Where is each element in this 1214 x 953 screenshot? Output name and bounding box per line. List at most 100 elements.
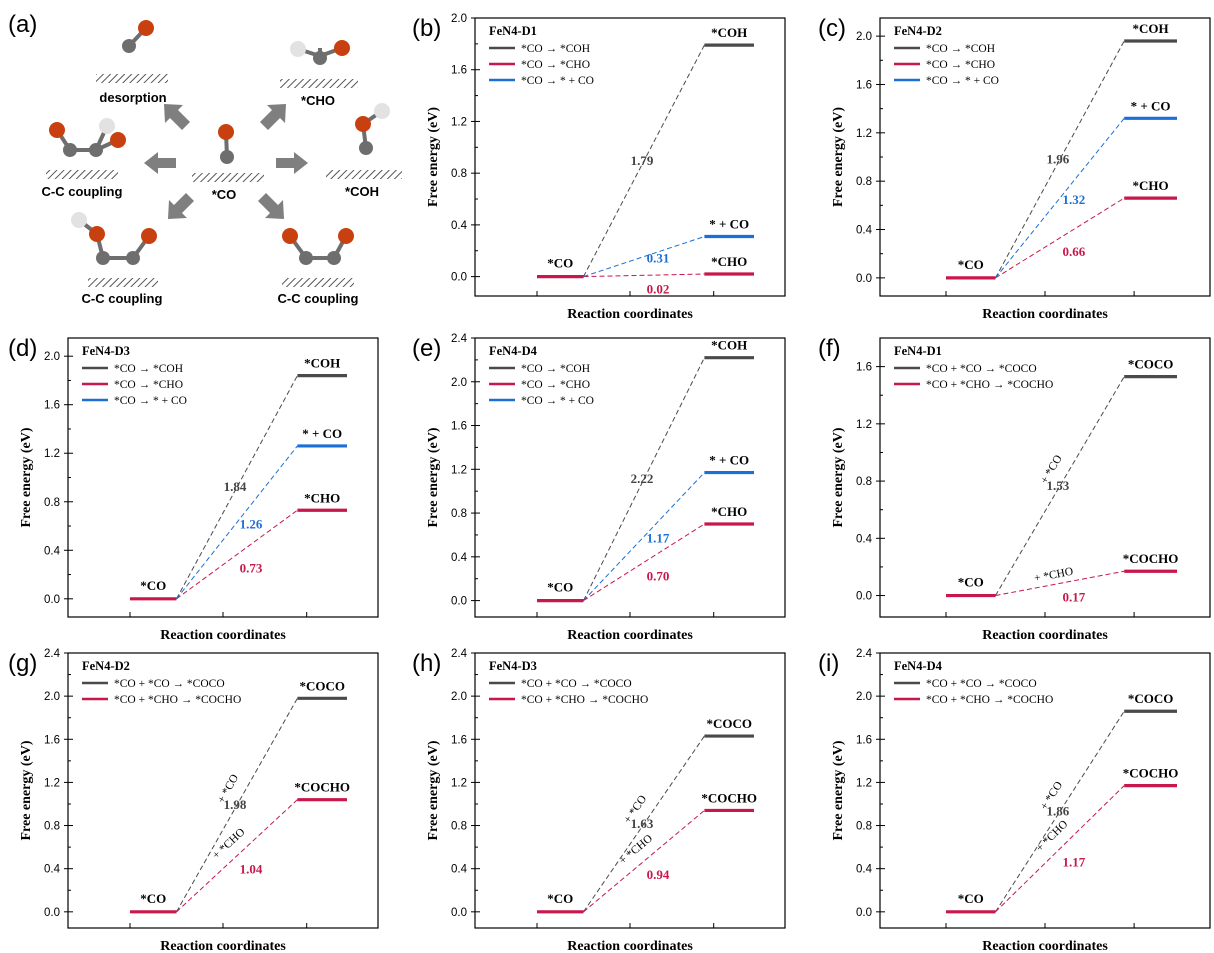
barrier-value-label: 1.53	[1046, 478, 1069, 493]
legend-entry: *CO + *CO → *COCO	[114, 678, 225, 690]
connector-red	[176, 509, 298, 600]
legend-entry: *CO + *CO → *COCO	[521, 678, 632, 690]
legend-entry: *CO → *COH	[114, 363, 183, 375]
initial-level-label: *CO	[547, 256, 573, 271]
barrier-value-label: 1.32	[1062, 192, 1085, 207]
y-tick-label: 1.2	[44, 448, 60, 460]
cc-coupling-bottom-left-molecule: C-C coupling	[71, 212, 162, 306]
connector-black	[583, 44, 705, 277]
y-tick-label: 1.6	[451, 734, 467, 746]
panel-letter: (d)	[8, 335, 37, 362]
connector-black	[995, 40, 1125, 279]
y-axis-title: Free energy (eV)	[831, 107, 846, 207]
y-tick-label: 2.4	[451, 648, 468, 660]
arrow-up-right	[260, 104, 286, 130]
cc-coupling-left-label: C-C coupling	[42, 184, 123, 199]
desorption-label: desorption	[99, 90, 166, 105]
panel-letter: (g)	[8, 650, 37, 677]
y-tick-label: 1.6	[856, 362, 872, 374]
legend-title: FeN4-D4	[489, 344, 538, 358]
chart-panel-i: (i) 0.0 0.4 0.8 1.2 1.6 2.0 2.4 Reaction coordin…	[818, 648, 1211, 953]
final-level-label: *COCHO	[1123, 551, 1179, 566]
charts-layer: (b) 0.0 0.4 0.8 1.2 1.6 2.0 Reaction coordinate…	[8, 13, 1211, 953]
chart-panel-h: (h) 0.0 0.4 0.8 1.2 1.6 2.0 2.4 Reaction coordin…	[412, 648, 786, 953]
y-tick-label: 1.2	[856, 419, 872, 431]
y-tick-label: 0.4	[451, 220, 468, 232]
y-tick-label: 0.8	[451, 508, 467, 520]
connector-red	[176, 799, 298, 913]
connector-red	[583, 810, 705, 913]
desorption-molecule: desorption	[96, 20, 168, 105]
y-tick-label: 0.4	[856, 864, 873, 876]
y-tick-label: 1.2	[856, 128, 872, 140]
chart-panel-b: (b) 0.0 0.4 0.8 1.2 1.6 2.0 Reaction coordinate…	[412, 13, 786, 322]
y-tick-label: 0.0	[44, 594, 60, 606]
y-tick-label: 0.8	[451, 168, 467, 180]
scheme-panel: (a) *CO desorption *CHO	[8, 11, 402, 306]
y-tick-label: 0.0	[451, 907, 467, 919]
center-co-label: *CO	[212, 187, 237, 202]
connector-blue	[995, 118, 1125, 279]
x-axis-title: Reaction coordinates	[567, 939, 693, 953]
y-tick-label: 0.4	[856, 225, 873, 237]
x-axis-title: Reaction coordinates	[160, 628, 286, 643]
cho-label: *CHO	[301, 93, 335, 108]
y-axis-title: Free energy (eV)	[831, 740, 846, 840]
y-axis-title: Free energy (eV)	[426, 107, 441, 207]
panel-letter: (b)	[412, 15, 441, 42]
x-axis-title: Reaction coordinates	[567, 628, 693, 643]
y-tick-label: 2.0	[451, 13, 467, 25]
y-tick-label: 2.0	[451, 691, 467, 703]
legend-entry: *CO → *COH	[521, 43, 590, 55]
legend-entry: *CO + *CHO → *COCHO	[926, 379, 1053, 391]
y-tick-label: 0.8	[451, 821, 467, 833]
y-tick-label: 0.0	[856, 273, 872, 285]
chart-panel-g: (g) 0.0 0.4 0.8 1.2 1.6 2.0 2.4 Reaction coordin…	[8, 648, 379, 953]
barrier-value-label: 1.26	[240, 516, 263, 531]
y-axis-title: Free energy (eV)	[426, 427, 441, 527]
scheme-arrows	[144, 104, 308, 219]
arrow-up-left	[164, 104, 190, 130]
y-tick-label: 0.4	[44, 545, 61, 557]
y-tick-label: 2.4	[44, 648, 61, 660]
legend-entry: *CO + *CHO → *COCHO	[114, 694, 241, 706]
final-level-label: *CHO	[304, 490, 340, 505]
final-level-label: *COCO	[299, 678, 345, 693]
panel-letter: (c)	[818, 15, 846, 42]
x-axis-title: Reaction coordinates	[982, 939, 1108, 953]
panel-letter: (e)	[412, 335, 441, 362]
legend-entry: *CO → *CHO	[926, 59, 995, 71]
connector-black	[583, 735, 705, 913]
connector-red	[995, 197, 1125, 279]
y-tick-label: 0.8	[44, 497, 60, 509]
y-tick-label: 2.0	[44, 351, 60, 363]
connector-black	[995, 376, 1125, 596]
arrow-down-right	[258, 193, 284, 219]
y-tick-label: 1.6	[451, 421, 467, 433]
initial-level-label: *CO	[547, 891, 573, 906]
y-axis-title: Free energy (eV)	[426, 740, 441, 840]
coh-molecule: *COH	[326, 103, 402, 199]
y-tick-label: 1.6	[451, 65, 467, 77]
barrier-value-label: 1.84	[224, 479, 247, 494]
legend-title: FeN4-D4	[894, 659, 943, 673]
y-tick-label: 2.4	[856, 648, 873, 660]
barrier-value-label: 1.79	[631, 153, 654, 168]
cc-coupling-bottom-right-molecule: C-C coupling	[278, 228, 359, 306]
y-axis-title: Free energy (eV)	[19, 740, 34, 840]
connector-black	[176, 698, 298, 913]
cc-coupling-bottom-left-label: C-C coupling	[82, 291, 163, 306]
cc-coupling-bottom-right-label: C-C coupling	[278, 291, 359, 306]
final-level-label: *CHO	[711, 254, 747, 269]
barrier-value-label: 1.63	[631, 816, 654, 831]
legend-title: FeN4-D1	[894, 344, 942, 358]
y-tick-label: 2.0	[451, 377, 467, 389]
y-tick-label: 0.4	[451, 864, 468, 876]
final-level-label: * + CO	[709, 217, 749, 232]
y-tick-label: 1.2	[451, 116, 467, 128]
panel-letter: (f)	[818, 335, 841, 362]
barrier-value-label: 1.96	[1046, 151, 1069, 166]
panel-letter: (i)	[818, 650, 839, 677]
y-tick-label: 0.4	[44, 864, 61, 876]
legend-entry: *CO → *CHO	[521, 379, 590, 391]
